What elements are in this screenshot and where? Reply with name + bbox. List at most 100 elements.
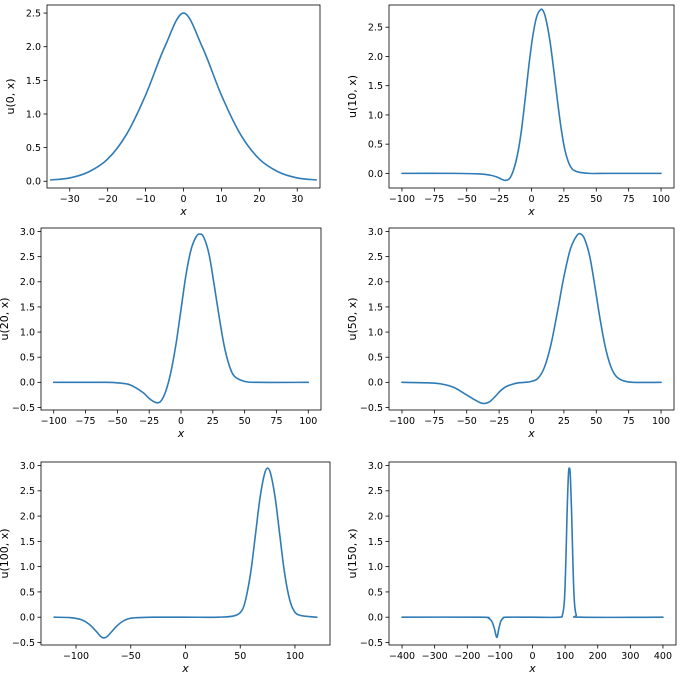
x-tick-label: 20 <box>253 194 265 205</box>
y-tick-label: 2.0 <box>20 511 35 522</box>
x-axis-label: x <box>177 427 185 440</box>
y-tick-label: 2.0 <box>368 511 383 522</box>
y-tick-label: 0.5 <box>368 353 383 364</box>
chart-panel-1: −100 −75 −50 −25 0 25 50 75 100 0.0 0.5 1.0 1.5 2.0 2.… <box>346 4 675 218</box>
x-tick-label: −10 <box>136 194 156 205</box>
y-axis-label: u(50, x) <box>346 297 359 340</box>
y-tick-label: −0.5 <box>12 403 35 414</box>
chart-panel-2: −100 −75 −50 −25 0 25 50 75 100 −0.5 0.0 0.5 1.0 1.5 2… <box>0 227 322 440</box>
y-tick-label: 0.0 <box>26 177 41 188</box>
y-tick-label: 1.0 <box>20 327 35 338</box>
y-tick-label: 1.5 <box>20 537 35 548</box>
x-axis-label: x <box>179 205 187 218</box>
y-tick-label: 2.5 <box>368 23 383 34</box>
x-tick-label: 50 <box>590 416 602 427</box>
x-tick-label: 10 <box>215 194 227 205</box>
y-tick-label: 0.5 <box>20 353 35 364</box>
x-tick-label: 50 <box>234 651 246 662</box>
x-tick-label: −30 <box>60 194 80 205</box>
chart-panel-5: −400 −300 −200 −100 0 100 200 300 400 −0.5 0.0 0.5 1… <box>346 461 677 675</box>
x-tick-label: 30 <box>291 194 303 205</box>
y-tick-label: 0.0 <box>368 378 383 389</box>
x-tick-label: 100 <box>299 416 317 427</box>
x-tick-label: 100 <box>652 194 670 205</box>
y-tick-label: 2.0 <box>20 277 35 288</box>
x-tick-label: −100 <box>63 651 89 662</box>
y-tick-label: 3.0 <box>368 227 383 238</box>
x-axis-label: x <box>528 662 536 675</box>
y-tick-label: 1.5 <box>368 81 383 92</box>
y-tick-label: 1.5 <box>368 302 383 313</box>
y-tick-label: 0.0 <box>20 613 35 624</box>
x-tick-label: −25 <box>139 416 159 427</box>
y-tick-label: −0.5 <box>360 638 383 649</box>
y-axis-label: u(150, x) <box>346 528 359 578</box>
x-tick-label: 0 <box>180 194 186 205</box>
series-line <box>49 12 318 181</box>
x-tick-label: −75 <box>76 416 96 427</box>
y-axis-label: u(100, x) <box>0 528 11 578</box>
y-tick-label: −0.5 <box>12 638 35 649</box>
x-tick-label: −50 <box>121 651 141 662</box>
y-tick-label: 0.5 <box>368 140 383 151</box>
x-tick-label: 0 <box>529 651 535 662</box>
x-tick-label: 100 <box>652 416 670 427</box>
y-tick-label: 0.5 <box>20 587 35 598</box>
x-tick-label: 100 <box>286 651 304 662</box>
series-line <box>401 8 662 182</box>
x-tick-label: 300 <box>621 651 639 662</box>
y-tick-label: 1.0 <box>26 109 41 120</box>
chart-panel-3: −100 −75 −50 −25 0 25 50 75 100 −0.5 0.0 0.5 1.0 1.5 2… <box>346 227 675 440</box>
x-tick-label: −400 <box>389 651 415 662</box>
x-tick-label: 25 <box>558 194 570 205</box>
x-axis-label: x <box>181 662 189 675</box>
series-line <box>401 232 662 405</box>
x-tick-label: −300 <box>422 651 448 662</box>
x-tick-label: 50 <box>590 194 602 205</box>
plot-frame <box>46 4 321 189</box>
series-line <box>52 233 310 404</box>
series-line <box>53 467 318 639</box>
y-tick-label: 3.0 <box>368 461 383 472</box>
y-tick-label: 2.0 <box>368 52 383 63</box>
x-axis-label: x <box>527 427 535 440</box>
chart-panel-0: −30 −20 −10 0 10 20 30 0.0 0.5 1.0 1.5 2.0 2.5 x u(0, … <box>4 4 321 218</box>
y-tick-label: 3.0 <box>20 461 35 472</box>
y-tick-label: 0.0 <box>20 378 35 389</box>
y-tick-label: −0.5 <box>360 403 383 414</box>
y-tick-label: 1.5 <box>20 302 35 313</box>
x-tick-label: 100 <box>556 651 574 662</box>
x-tick-label: 75 <box>623 194 635 205</box>
y-axis-label: u(0, x) <box>4 78 17 114</box>
y-tick-label: 1.0 <box>368 562 383 573</box>
x-tick-label: 0 <box>528 416 534 427</box>
y-tick-label: 2.5 <box>368 486 383 497</box>
x-tick-label: 75 <box>270 416 282 427</box>
y-tick-label: 2.5 <box>26 8 41 19</box>
chart-panel-4: −100 −50 0 50 100 −0.5 0.0 0.5 1.0 1.5 2.0 2.5 3.0 x u… <box>0 461 331 675</box>
x-tick-label: 25 <box>207 416 219 427</box>
x-tick-label: −100 <box>389 416 415 427</box>
y-tick-label: 0.5 <box>368 587 383 598</box>
x-tick-label: −75 <box>424 416 444 427</box>
x-axis-label: x <box>527 205 535 218</box>
y-tick-label: 2.5 <box>368 252 383 263</box>
y-axis-label: u(10, x) <box>346 75 359 118</box>
y-tick-label: 2.5 <box>20 486 35 497</box>
y-tick-label: 1.0 <box>368 327 383 338</box>
y-tick-label: 0.0 <box>368 169 383 180</box>
plot-frame <box>388 4 675 189</box>
y-tick-label: 0.5 <box>26 143 41 154</box>
x-tick-label: 0 <box>178 416 184 427</box>
x-tick-label: 50 <box>239 416 251 427</box>
x-tick-label: −100 <box>389 194 415 205</box>
x-tick-label: 25 <box>558 416 570 427</box>
x-tick-label: −100 <box>487 651 513 662</box>
y-axis-label: u(20, x) <box>0 297 11 340</box>
x-tick-label: −100 <box>41 416 67 427</box>
y-tick-label: 2.0 <box>26 42 41 53</box>
y-tick-label: 3.0 <box>20 227 35 238</box>
y-tick-label: 2.0 <box>368 277 383 288</box>
